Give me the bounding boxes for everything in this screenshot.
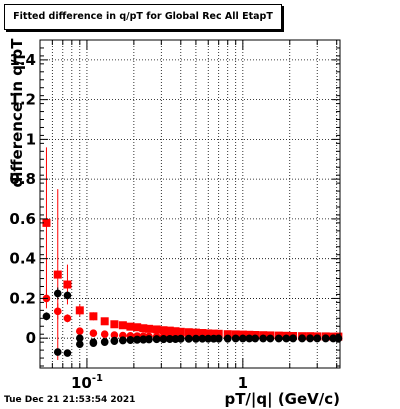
data-point-circle <box>119 336 127 345</box>
data-point-circle <box>133 336 141 344</box>
data-point-circle <box>204 334 213 343</box>
data-point-square <box>184 328 193 337</box>
data-point-circle <box>75 327 84 336</box>
y-tick-label: 0.8 <box>9 170 36 188</box>
data-point-circle <box>192 335 200 343</box>
data-point-square <box>110 320 119 329</box>
data-point-square <box>133 323 142 332</box>
data-point-circle <box>152 335 161 344</box>
data-point-square <box>53 270 62 279</box>
x-tick-label: 1 <box>238 374 248 392</box>
data-point-circle <box>165 335 174 343</box>
data-point-square <box>100 317 109 326</box>
data-point-square <box>139 324 148 333</box>
data-point-circle <box>259 334 267 343</box>
data-point-circle <box>75 334 84 342</box>
data-point-circle <box>239 334 247 343</box>
data-point-circle <box>289 334 297 343</box>
data-point-circle <box>245 334 254 343</box>
data-point-circle <box>266 334 275 343</box>
data-point-circle <box>89 339 98 347</box>
data-point-square <box>126 322 135 331</box>
data-point-circle <box>100 338 109 346</box>
data-point-circle <box>176 335 185 343</box>
data-point-square <box>89 312 98 321</box>
x-tick-label-exponent: -1 <box>92 373 103 384</box>
data-point-square <box>152 325 161 334</box>
data-point-circle <box>231 334 240 343</box>
chart-title: Fitted difference in q/pT for Global Rec… <box>4 4 282 30</box>
x-axis-label: pT/|q| (GeV/c) <box>224 390 340 408</box>
y-tick-label: 1 <box>26 130 36 148</box>
data-point-circle <box>223 334 232 343</box>
data-point-circle <box>53 289 62 298</box>
data-point-square <box>144 324 153 333</box>
data-point-square <box>191 328 200 337</box>
data-point-circle <box>184 335 193 343</box>
data-point-square <box>63 280 72 289</box>
y-tick-label: 1.4 <box>9 51 36 69</box>
data-point-circle <box>53 348 62 356</box>
data-point-circle <box>298 334 306 343</box>
data-point-circle <box>89 329 98 338</box>
data-point-circle <box>251 334 259 343</box>
data-point-circle <box>110 331 119 339</box>
data-point-square <box>171 327 180 336</box>
data-point-circle <box>274 334 283 343</box>
data-point-circle <box>75 340 84 348</box>
data-point-circle <box>42 312 51 321</box>
data-point-square <box>118 321 127 330</box>
data-point-circle <box>100 330 109 339</box>
y-tick-label: 0 <box>26 329 36 347</box>
y-tick-label: 0.6 <box>9 210 36 228</box>
y-axis-label: difference in q/pT <box>8 38 26 188</box>
data-point-circle <box>110 337 119 345</box>
data-point-circle <box>145 335 153 344</box>
data-point-circle <box>53 307 62 316</box>
data-point-circle <box>63 314 72 323</box>
y-tick-label: 1.2 <box>9 91 36 109</box>
data-point-circle <box>159 335 168 344</box>
data-point-circle <box>214 334 223 343</box>
timestamp: Tue Dec 21 21:53:54 2021 <box>4 395 136 405</box>
data-point-circle <box>139 335 148 344</box>
axes: 0 0.2 0.4 0.6 0.8 1 1.2 1.4 10-1 1 <box>9 39 341 392</box>
data-point-circle <box>63 349 72 357</box>
data-point-circle <box>198 334 207 343</box>
data-point-circle <box>126 336 135 344</box>
data-point-circle <box>63 291 72 300</box>
data-point-square <box>42 218 51 227</box>
data-point-square <box>159 326 168 335</box>
data-point-square <box>75 306 84 315</box>
y-tick-label: 0.4 <box>9 250 36 268</box>
data-point-square <box>165 326 174 335</box>
grid-lines <box>39 40 340 368</box>
data-point-circle <box>282 334 291 343</box>
data-point-circle <box>321 334 330 343</box>
data-point-circle <box>306 334 314 343</box>
y-tick-label: 0.2 <box>9 289 36 307</box>
data-point-square <box>176 327 185 336</box>
data-point-circle <box>313 334 322 343</box>
plot-frame <box>39 39 341 369</box>
x-tick-label: 10-1 <box>71 373 103 392</box>
data-markers <box>42 147 343 361</box>
data-point-square <box>198 329 207 338</box>
